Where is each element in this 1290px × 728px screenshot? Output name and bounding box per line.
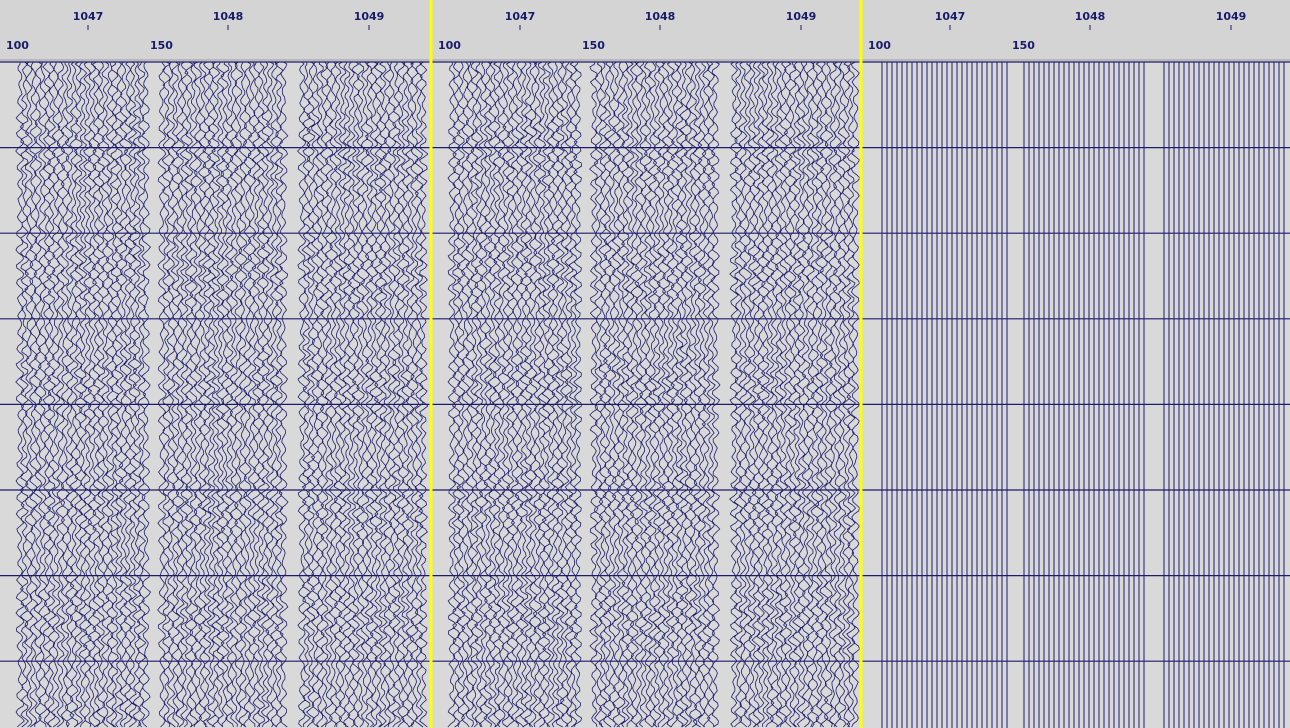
- cdp-label: 100: [6, 39, 29, 52]
- traces: [1163, 62, 1285, 728]
- panel: 1047 1048 1049 100 150: [438, 10, 861, 728]
- traces: [729, 61, 861, 728]
- cdp-label: 100: [868, 39, 891, 52]
- trace-label: 1047: [505, 10, 536, 23]
- traces: [589, 61, 721, 728]
- traces: [881, 62, 1008, 728]
- panel: 1047 1048 1049 100 150: [6, 10, 429, 728]
- cdp-label: 150: [150, 39, 173, 52]
- trace-label: 1049: [1216, 10, 1247, 23]
- trace-area: [0, 60, 1290, 728]
- trace-label: 1047: [935, 10, 966, 23]
- traces: [1023, 62, 1145, 728]
- cdp-label: 150: [582, 39, 605, 52]
- trace-label: 1048: [645, 10, 676, 23]
- trace-label: 1048: [1075, 10, 1106, 23]
- trace-label: 1049: [354, 10, 385, 23]
- trace-label: 1048: [213, 10, 244, 23]
- header: [0, 0, 1290, 60]
- panel: 1047 1048 1049 100 150: [868, 10, 1285, 728]
- trace-label: 1047: [73, 10, 104, 23]
- trace-label: 1049: [786, 10, 817, 23]
- cdp-label: 100: [438, 39, 461, 52]
- traces: [296, 61, 429, 728]
- traces: [15, 61, 152, 728]
- traces: [157, 61, 289, 728]
- cdp-label: 150: [1012, 39, 1035, 52]
- traces: [447, 61, 583, 728]
